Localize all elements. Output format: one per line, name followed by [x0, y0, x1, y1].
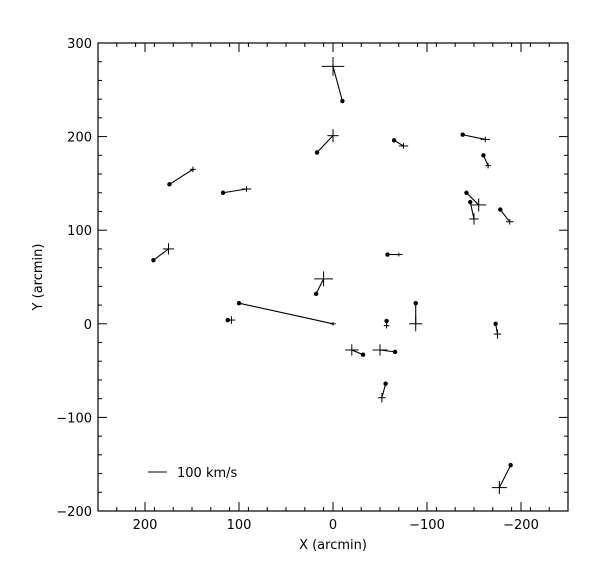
velocity-vector: [391, 138, 409, 149]
x-tick-label: −200: [503, 518, 539, 533]
x-tick-label: 100: [227, 518, 252, 533]
vector-tip: [468, 199, 473, 205]
vector-tip: [498, 207, 503, 212]
vector-line: [469, 202, 475, 220]
vector-line: [381, 383, 387, 398]
vector-tip: [508, 462, 513, 468]
vector-tip: [313, 291, 319, 297]
y-tick-label: 200: [67, 131, 92, 146]
y-tick-label: −100: [56, 411, 92, 426]
y-tick-label: 300: [67, 37, 92, 52]
velocity-vector: [220, 186, 252, 195]
velocity-vectors: [151, 57, 514, 495]
vector-line: [153, 248, 169, 261]
legend: 100 km/s: [148, 466, 238, 481]
y-tick-labels: −200 −100 0 100 200 300: [56, 37, 92, 520]
vector-tip: [167, 182, 172, 187]
velocity-vector: [345, 344, 366, 357]
y-tick-label: 0: [84, 318, 92, 333]
velocity-vector: [167, 166, 196, 187]
velocity-vector: [481, 153, 491, 169]
velocity-vector: [236, 301, 336, 326]
vector-tip: [340, 98, 345, 104]
velocity-vector: [378, 381, 388, 403]
velocity-vector: [313, 271, 333, 297]
vector-line: [316, 135, 334, 153]
velocity-vector: [493, 321, 502, 339]
vector-line: [498, 464, 512, 488]
axis-ticks: [97, 42, 569, 512]
vector-tip: [385, 252, 390, 257]
y-tick-label: −200: [56, 505, 92, 520]
vector-tip: [314, 150, 320, 155]
y-tick-label: 100: [67, 224, 92, 239]
vector-line: [499, 209, 511, 223]
vector-tip: [225, 317, 230, 323]
velocity-vector: [314, 129, 339, 155]
plot-frame: [97, 42, 569, 512]
velocity-vector: [491, 462, 513, 495]
x-tick-labels: 200 100 0 −100 −200: [133, 518, 539, 533]
x-tick-label: 0: [329, 518, 337, 533]
velocity-vector: [151, 243, 175, 263]
vector-line: [462, 134, 486, 140]
velocity-vector: [383, 318, 390, 329]
vector-line: [238, 302, 334, 325]
vector-tip: [391, 138, 397, 143]
vector-tip: [360, 352, 366, 357]
x-axis-title: X (arcmin): [299, 538, 367, 553]
vector-line: [169, 168, 194, 185]
vector-tip: [392, 349, 398, 355]
vector-line: [332, 66, 343, 102]
x-tick-label: 200: [133, 518, 158, 533]
velocity-vector: [464, 190, 487, 212]
vector-tip: [413, 301, 418, 306]
velocity-vector: [321, 57, 345, 104]
vector-line: [379, 349, 396, 353]
legend-label: 100 km/s: [177, 466, 238, 481]
velocity-vector: [372, 344, 398, 356]
velocity-vector: [409, 301, 423, 332]
vector-tip: [220, 190, 226, 195]
vector-tip: [464, 190, 469, 195]
vector-tip: [481, 153, 486, 158]
vector-tip: [236, 301, 242, 306]
velocity-vector: [225, 316, 236, 324]
velocity-vector: [460, 132, 490, 143]
velocity-vector: [385, 252, 403, 257]
x-tick-label: −100: [409, 518, 445, 533]
velocity-vector: [468, 199, 479, 225]
vector-line: [315, 278, 325, 295]
vector-line: [466, 192, 480, 206]
vector-tip: [460, 132, 465, 137]
vector-tip: [383, 381, 388, 386]
vector-tip: [151, 257, 156, 263]
vector-tip: [384, 318, 389, 324]
y-axis-title: Y (arcmin): [31, 244, 46, 312]
velocity-vector: [498, 207, 514, 225]
vector-tip: [493, 321, 498, 326]
vector-line: [222, 188, 247, 194]
